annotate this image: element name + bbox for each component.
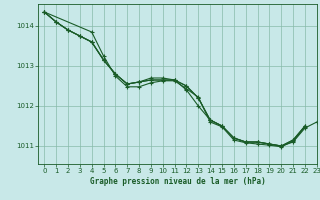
X-axis label: Graphe pression niveau de la mer (hPa): Graphe pression niveau de la mer (hPa) xyxy=(90,177,266,186)
